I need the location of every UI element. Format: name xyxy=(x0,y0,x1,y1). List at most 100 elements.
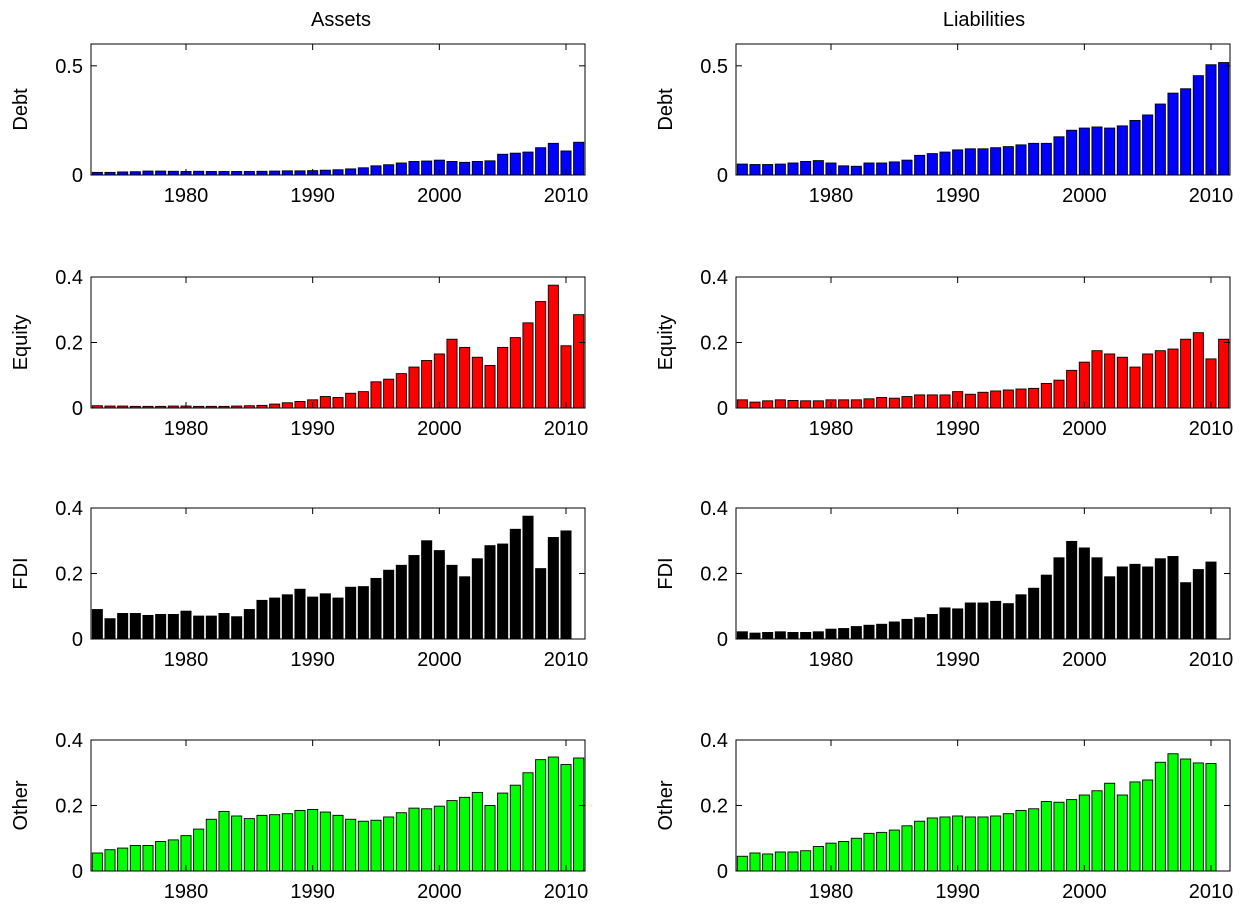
bar-liabilities-fdi-1997 xyxy=(1040,574,1052,640)
bar-liabilities-fdi-1981 xyxy=(838,628,850,640)
bar-assets-fdi-1995 xyxy=(370,577,382,640)
bar-assets-fdi-1973 xyxy=(91,609,103,640)
column-title-liabilities: Liabilities xyxy=(943,9,1025,31)
bar-assets-fdi-1994 xyxy=(357,586,369,640)
x-tick-label: 1990 xyxy=(935,881,980,903)
bar-liabilities-other-1978 xyxy=(800,850,812,872)
bar-liabilities-other-1998 xyxy=(1053,801,1065,872)
bar-assets-other-1976 xyxy=(129,845,141,872)
x-tick-label: 2010 xyxy=(1189,418,1234,440)
bar-liabilities-equity-1989 xyxy=(939,394,951,409)
bar-liabilities-equity-2001 xyxy=(1091,350,1103,409)
bar-assets-other-2001 xyxy=(446,800,458,872)
bar-liabilities-debt-1992 xyxy=(977,148,989,176)
bar-assets-equity-2010 xyxy=(560,345,572,409)
bar-liabilities-debt-1982 xyxy=(850,165,862,176)
y-tick-label: 0.2 xyxy=(700,796,728,818)
bar-liabilities-fdi-1976 xyxy=(774,631,786,640)
bar-liabilities-debt-1983 xyxy=(863,162,875,176)
bar-assets-other-2005 xyxy=(497,792,509,872)
bar-liabilities-debt-2006 xyxy=(1154,103,1166,176)
bar-assets-debt-1999 xyxy=(421,160,433,176)
bar-assets-other-2004 xyxy=(484,805,496,872)
bar-liabilities-fdi-1983 xyxy=(863,624,875,640)
bar-liabilities-other-1986 xyxy=(901,825,913,872)
bar-liabilities-equity-1983 xyxy=(863,398,875,409)
bar-liabilities-equity-1982 xyxy=(850,399,862,409)
bar-assets-equity-1987 xyxy=(269,403,281,409)
bar-liabilities-other-2007 xyxy=(1167,753,1179,872)
y-axis-label: Debt xyxy=(10,88,32,131)
bar-liabilities-fdi-1975 xyxy=(762,632,774,640)
bar-assets-fdi-2005 xyxy=(497,543,509,640)
bar-liabilities-debt-1986 xyxy=(901,159,913,176)
bar-assets-other-1990 xyxy=(307,808,319,872)
bar-liabilities-fdi-2007 xyxy=(1167,556,1179,640)
bar-assets-equity-2003 xyxy=(471,356,483,409)
bar-liabilities-debt-2002 xyxy=(1104,127,1116,176)
bar-liabilities-fdi-1987 xyxy=(914,617,926,640)
panel-liabilities-other: 1980 1990 2000 2010 0 0.2 0.4 Other xyxy=(655,730,1233,903)
x-tick-label: 1990 xyxy=(290,418,335,440)
bar-assets-fdi-1986 xyxy=(256,599,268,640)
bar-liabilities-debt-1995 xyxy=(1015,144,1027,176)
bar-liabilities-debt-2010 xyxy=(1205,64,1217,176)
bar-liabilities-other-2003 xyxy=(1116,794,1128,872)
x-tick-label: 1980 xyxy=(164,649,209,671)
bar-liabilities-equity-1986 xyxy=(901,396,913,409)
x-tick-label: 2010 xyxy=(1189,881,1234,903)
x-tick-label: 1990 xyxy=(290,649,335,671)
bar-liabilities-equity-2003 xyxy=(1116,356,1128,409)
bar-liabilities-debt-1998 xyxy=(1053,136,1065,176)
bar-liabilities-debt-1977 xyxy=(787,162,799,176)
bar-assets-fdi-1988 xyxy=(281,594,293,640)
bar-liabilities-fdi-2003 xyxy=(1116,566,1128,640)
x-tick-label: 2000 xyxy=(417,185,462,207)
bar-liabilities-fdi-1985 xyxy=(888,621,900,640)
panel-liabilities-fdi: 1980 1990 2000 2010 0 0.2 0.4 FDI xyxy=(655,498,1233,671)
bar-liabilities-equity-2002 xyxy=(1104,353,1116,409)
bar-liabilities-other-1973 xyxy=(736,855,748,872)
bar-liabilities-equity-2004 xyxy=(1129,366,1141,409)
bar-liabilities-equity-1987 xyxy=(914,394,926,409)
bar-assets-fdi-1992 xyxy=(332,597,344,640)
x-tick-label: 2000 xyxy=(417,418,462,440)
bar-assets-other-1989 xyxy=(294,809,306,872)
bar-assets-debt-2004 xyxy=(484,160,496,176)
y-tick-label: 0.5 xyxy=(55,56,83,78)
bar-assets-debt-1986 xyxy=(256,170,268,176)
bar-liabilities-fdi-1998 xyxy=(1053,557,1065,640)
bar-assets-fdi-1987 xyxy=(269,597,281,640)
y-tick-label: 0.5 xyxy=(700,56,728,78)
bar-liabilities-equity-2008 xyxy=(1180,338,1192,409)
bar-liabilities-other-1975 xyxy=(762,853,774,872)
bar-assets-fdi-1981 xyxy=(193,615,205,640)
bar-liabilities-other-2009 xyxy=(1192,762,1204,872)
bar-assets-other-1996 xyxy=(383,816,395,872)
bar-liabilities-debt-1984 xyxy=(876,162,888,176)
bar-assets-other-1997 xyxy=(395,812,407,872)
bar-liabilities-fdi-1973 xyxy=(736,631,748,640)
x-tick-label: 2000 xyxy=(1062,418,1107,440)
bar-liabilities-other-2002 xyxy=(1104,782,1116,872)
bar-liabilities-other-2005 xyxy=(1142,779,1154,872)
bar-liabilities-fdi-2001 xyxy=(1091,557,1103,640)
bar-liabilities-equity-2006 xyxy=(1154,350,1166,409)
bar-assets-debt-2005 xyxy=(497,153,509,176)
y-axis-label: Equity xyxy=(10,315,32,371)
bar-liabilities-debt-2001 xyxy=(1091,126,1103,176)
bar-assets-debt-1977 xyxy=(142,170,154,176)
bar-assets-debt-2002 xyxy=(459,161,471,176)
bar-liabilities-other-1982 xyxy=(850,837,862,872)
y-axis-label: Other xyxy=(10,780,32,830)
bar-liabilities-debt-1976 xyxy=(774,163,786,176)
bar-assets-other-1978 xyxy=(155,841,167,872)
x-tick-label: 1980 xyxy=(164,418,209,440)
bar-assets-debt-1985 xyxy=(243,171,255,176)
bar-assets-other-1973 xyxy=(91,852,103,872)
bar-assets-debt-1991 xyxy=(319,169,331,176)
bar-liabilities-fdi-1977 xyxy=(787,632,799,640)
y-axis-label: Equity xyxy=(655,315,677,371)
x-tick-label: 2010 xyxy=(1189,185,1234,207)
